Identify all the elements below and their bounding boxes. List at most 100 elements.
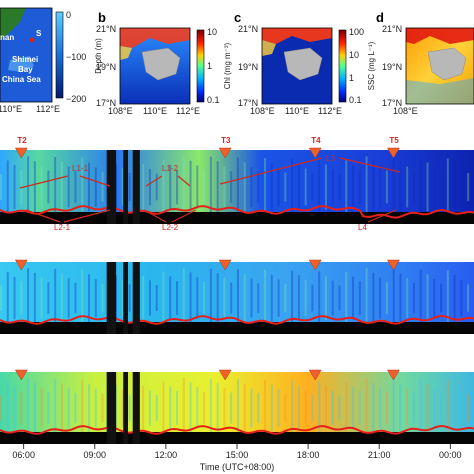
marker-label-T3: T3 [221, 136, 231, 145]
arrow-L1-1a [19, 175, 69, 189]
heatmap-streak [277, 279, 280, 317]
heatmap-streak [311, 173, 314, 201]
heatmap-streak [284, 393, 287, 423]
heatmap-streak [297, 163, 300, 211]
heatmap-streak [419, 269, 422, 327]
heatmap-streak [433, 388, 436, 428]
heatmap-streak [453, 163, 456, 211]
heatmap-streak [27, 156, 30, 218]
heatmap-streak [257, 171, 260, 203]
heatmap-streak [243, 162, 246, 212]
lat-tick-d1: 19°N [382, 62, 402, 72]
data-gap-1 [123, 262, 128, 334]
marker-T2-row2 [14, 259, 28, 271]
heatmap-streak [467, 284, 470, 312]
heatmap-streak [311, 394, 314, 422]
lon-tick-c1: 110°E [285, 106, 309, 116]
heatmap-streak [250, 388, 253, 428]
heatmap-streak [385, 392, 388, 424]
heatmap-streak [358, 391, 361, 425]
heatmap-streak [74, 171, 77, 203]
time-markers: T2 T3 T4 T5 [14, 136, 400, 381]
heatmap-streak [270, 384, 273, 432]
heatmap-streak [352, 165, 355, 209]
heatmap-streak [331, 390, 334, 426]
heatmap-streak [324, 386, 327, 430]
heatmap-streak [318, 381, 321, 435]
seabed-band [0, 212, 474, 224]
lat-tick-b2: 17°N [96, 98, 116, 108]
heatmap-streak [385, 282, 388, 314]
lat-tick-c0: 21°N [238, 24, 258, 34]
marker-T2-row3 [14, 369, 28, 381]
heatmap-streak [189, 160, 192, 214]
heatmap-streak [399, 383, 402, 433]
heatmap-streak [236, 269, 239, 327]
data-gap-0 [106, 150, 117, 224]
heatmap-streak [94, 167, 97, 207]
heatmap-streak [284, 172, 287, 202]
lat-tick-b0: 21°N [96, 24, 116, 34]
heatmap-streak [372, 272, 375, 324]
map-label-a2: S [36, 29, 42, 38]
heatmap-streak [13, 165, 16, 209]
heatmap-streak [365, 156, 368, 218]
heatmap-streak [433, 278, 436, 318]
map-label-a4: Bay [18, 65, 33, 74]
heatmap-streak [216, 273, 219, 323]
data-gap-2 [132, 372, 140, 444]
heatmap-streak [230, 282, 233, 314]
heatmap-streak [331, 280, 334, 316]
heatmap-streak [338, 395, 341, 421]
heatmap-streak [419, 379, 422, 437]
heatmap-streak [230, 171, 233, 203]
heatmap-streak [243, 383, 246, 433]
x-tick-label-6: 00:00 [439, 450, 462, 460]
marker-T5-row2 [386, 259, 400, 271]
heatmap-streak [324, 276, 327, 320]
heatmap-streak [338, 285, 341, 311]
heatmap-streak [304, 168, 307, 206]
heatmap-streak [243, 273, 246, 323]
heatmap-streak [155, 395, 158, 421]
heatmap-streak [406, 166, 409, 208]
cb-c-title: SSC (mg L⁻¹) [367, 41, 376, 90]
cb-c-tick-3: 0.1 [349, 95, 362, 105]
cb-c-tick-0: 100 [349, 27, 364, 37]
heatmap-streak [81, 379, 84, 437]
heatmap-streak [0, 395, 2, 421]
heatmap-streak [264, 158, 267, 216]
map-label-a1: nan [0, 33, 14, 42]
heatmap-streak [121, 168, 124, 206]
heatmap-streak [203, 391, 206, 425]
heatmap-streak [223, 277, 226, 319]
heatmap-streak [182, 267, 185, 329]
heatmap-streak [196, 387, 199, 429]
heatmap-streak [6, 272, 9, 324]
annot-L2-2: L2-2 [162, 223, 179, 232]
heatmap-streak [128, 394, 131, 422]
heatmap-streak [27, 268, 30, 328]
heatmap-streak [88, 384, 91, 432]
x-tick-label-4: 18:00 [297, 450, 320, 460]
heatmap-streak [406, 278, 409, 318]
panel-letter-d: d [376, 10, 384, 25]
marker-label-T2: T2 [17, 136, 27, 145]
heatmap-streak [264, 379, 267, 437]
x-tick-label-2: 12:00 [155, 450, 178, 460]
heatmap-streak [318, 159, 321, 215]
heatmap-streak [128, 284, 131, 312]
heatmap-streak [216, 383, 219, 433]
heatmap-row-3 [0, 372, 474, 444]
hainan-island-c [283, 47, 323, 81]
data-gap-2 [132, 150, 140, 224]
heatmap-streak [155, 173, 158, 201]
heatmap-streak [446, 380, 449, 436]
data-gap-1 [123, 150, 128, 224]
map-label-a3: Shimei [12, 55, 38, 64]
heatmap-streak [216, 161, 219, 213]
marker-T3-row2 [218, 259, 232, 271]
heatmap-streak [399, 161, 402, 213]
row1-annotations: L1-1 L1-2 L3 L2-1 L2-2 L4 [19, 154, 401, 232]
